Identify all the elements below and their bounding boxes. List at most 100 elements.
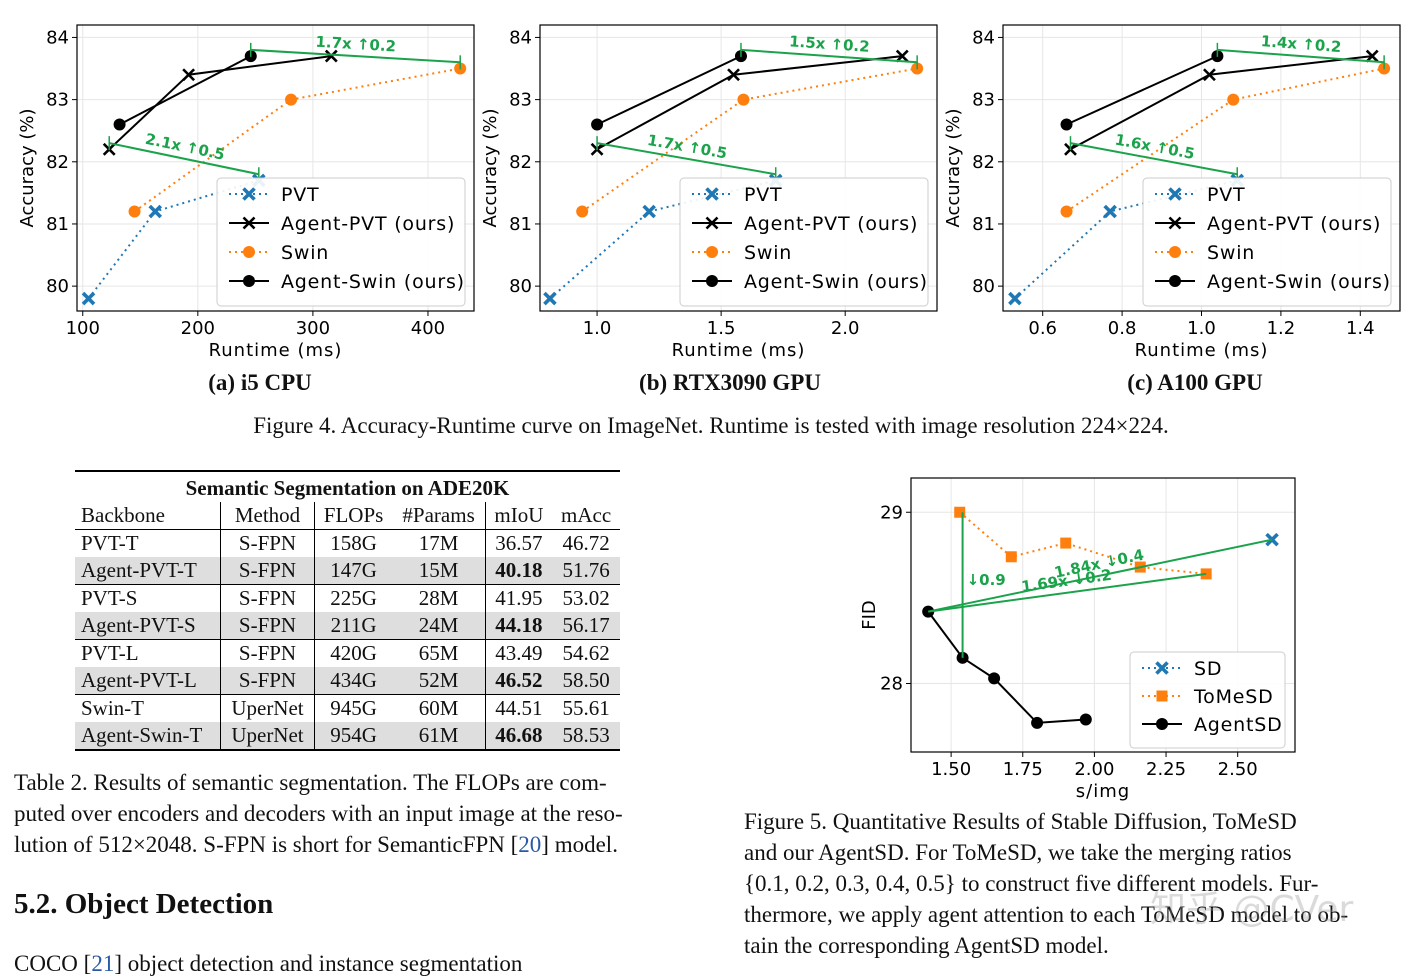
data-point (1008, 291, 1022, 306)
table2-caption-line: Table 2. Results of semantic segmentatio… (14, 770, 607, 795)
data-point (1365, 49, 1379, 63)
legend-marker (242, 187, 256, 201)
data-point (1103, 204, 1117, 219)
subcaption-a: (a) i5 CPU (208, 370, 312, 395)
table-cell: S-FPN (220, 557, 315, 585)
y-tick-label: 82 (509, 152, 532, 173)
table-cell: Agent-PVT-S (75, 612, 222, 640)
chart-a100-gpu: 1.6x ↑0.51.4x ↑0.20.6 0.8 1.0 1.2 1.48081828… (943, 24, 1401, 361)
col-header: Backbone (75, 502, 222, 530)
table-cell: 44.51 (485, 694, 553, 722)
data-point (1227, 93, 1240, 106)
y-axis-label: Accuracy (%) (480, 108, 501, 227)
legend-marker (706, 246, 718, 258)
x-axis-label: s/img (1076, 781, 1130, 802)
data-point (1079, 713, 1092, 726)
legend-label: ToMeSD (1193, 686, 1274, 708)
table-cell: 434G (314, 667, 393, 695)
table-row: Swin-T UperNet 945G 60M 44.51 55.61 (75, 694, 620, 722)
legend-marker (1169, 275, 1181, 287)
data-point (737, 93, 750, 106)
table-cell: 41.95 (485, 584, 553, 612)
table-cell: 40.18 (485, 557, 553, 585)
table-cell: 51.76 (552, 557, 620, 585)
table-cell: 36.57 (485, 529, 553, 557)
annotation-label: ↓0.9 (967, 571, 1006, 589)
table-row: PVT-L S-FPN 420G 65M 43.49 54.62 (75, 639, 620, 667)
data-point (113, 118, 126, 131)
chart-fid-vs-time: ↓0.9 1.84x ↓0.41.69x ↓0.21.50 1.75 2.00 2.25… (859, 477, 1296, 802)
x-axis-label: Runtime (ms) (1135, 340, 1269, 361)
series-line-agent-swin-ours- (119, 55, 252, 126)
series-line-agent-swin-ours- (596, 55, 742, 126)
table-cell: 28M (392, 584, 486, 612)
figure5-caption: Figure 5. Quantitative Results of Stable… (744, 806, 1410, 961)
table-cell: 44.18 (485, 612, 553, 640)
y-tick-label: 84 (46, 27, 69, 48)
x-tick-label: 1.75 (1003, 759, 1043, 780)
table-cell: 211G (314, 612, 393, 640)
data-point (727, 68, 740, 82)
data-point (81, 291, 96, 306)
table-cell: 147G (314, 557, 393, 585)
table-cell: UperNet (220, 694, 315, 722)
legend-box (1142, 177, 1392, 307)
legend-marker (1156, 718, 1168, 730)
x-tick-label: 2.50 (1218, 759, 1258, 780)
plot-frame (76, 24, 475, 312)
col-header: #Params (392, 502, 486, 530)
annotation-arrow (250, 48, 461, 64)
table-cell: 53.02 (552, 584, 620, 612)
table-cell: Agent-PVT-T (75, 557, 222, 585)
x-tick-label: 2.0 (831, 318, 860, 339)
table2-caption: Table 2. Results of semantic segmentatio… (14, 767, 680, 860)
figure4-caption: Figure 4. Accuracy-Runtime curve on Imag… (253, 413, 1169, 438)
y-tick-label: 84 (972, 27, 995, 48)
table-cell: 15M (392, 557, 486, 585)
data-point (1060, 537, 1072, 549)
table-row: PVT-S S-FPN 225G 28M 41.95 53.02 (75, 584, 620, 612)
table-cell: 60M (392, 694, 486, 722)
legend: PVT Agent-PVT (ours) Swin Agent-Swin (ours) (679, 177, 929, 307)
table-cell: 65M (392, 639, 486, 667)
legend-label: Agent-PVT (ours) (1207, 213, 1381, 235)
table-cell: 24M (392, 612, 486, 640)
y-axis-label: Accuracy (%) (943, 108, 964, 227)
legend-marker (705, 187, 719, 201)
data-point (954, 506, 966, 518)
series-line-agentsd (927, 611, 1086, 724)
y-tick-label: 80 (46, 276, 69, 297)
x-tick-label: 1.5 (707, 318, 736, 339)
table-title: Semantic Segmentation on ADE20K (185, 476, 510, 500)
subcaption-c: (c) A100 GPU (1127, 370, 1263, 395)
annotation-label: 1.5x ↑0.2 (789, 32, 871, 56)
table-row: Agent-PVT-S S-FPN 211G 24M 44.18 56.17 (75, 612, 620, 640)
table-cell: S-FPN (220, 529, 315, 557)
table2-container: Semantic Segmentation on ADE20K Backbone… (75, 470, 620, 751)
data-point (148, 204, 163, 219)
table-cell: 225G (314, 584, 393, 612)
table-header-row: Backbone Method FLOPs #Params mIoU mAcc (75, 502, 620, 530)
legend-label: PVT (281, 184, 319, 206)
segmentation-table: Semantic Segmentation on ADE20K Backbone… (75, 472, 620, 749)
series-line-swin (581, 67, 918, 213)
y-tick-label: 80 (509, 276, 532, 297)
figure5-caption-line: {0.1, 0.2, 0.3, 0.4, 0.5} to construct f… (744, 871, 1319, 896)
table-cell: 54.62 (552, 639, 620, 667)
figure5-caption-line: tain the corresponding AgentSD model. (744, 933, 1109, 958)
y-tick-label: 83 (46, 90, 69, 111)
x-tick-label: 300 (296, 318, 330, 339)
y-tick-label: 81 (972, 214, 995, 235)
legend-label: Swin (744, 242, 792, 264)
legend-marker (243, 246, 255, 258)
y-tick-label: 82 (972, 152, 995, 173)
x-tick-label: 100 (66, 318, 100, 339)
table-cell: PVT-L (75, 639, 222, 667)
legend-label: Agent-Swin (ours) (1207, 271, 1391, 293)
x-tick-label: 2.00 (1074, 759, 1114, 780)
table-cell: 52M (392, 667, 486, 695)
legend-label: Agent-Swin (ours) (744, 271, 928, 293)
citation-link[interactable]: 20 (518, 832, 542, 857)
